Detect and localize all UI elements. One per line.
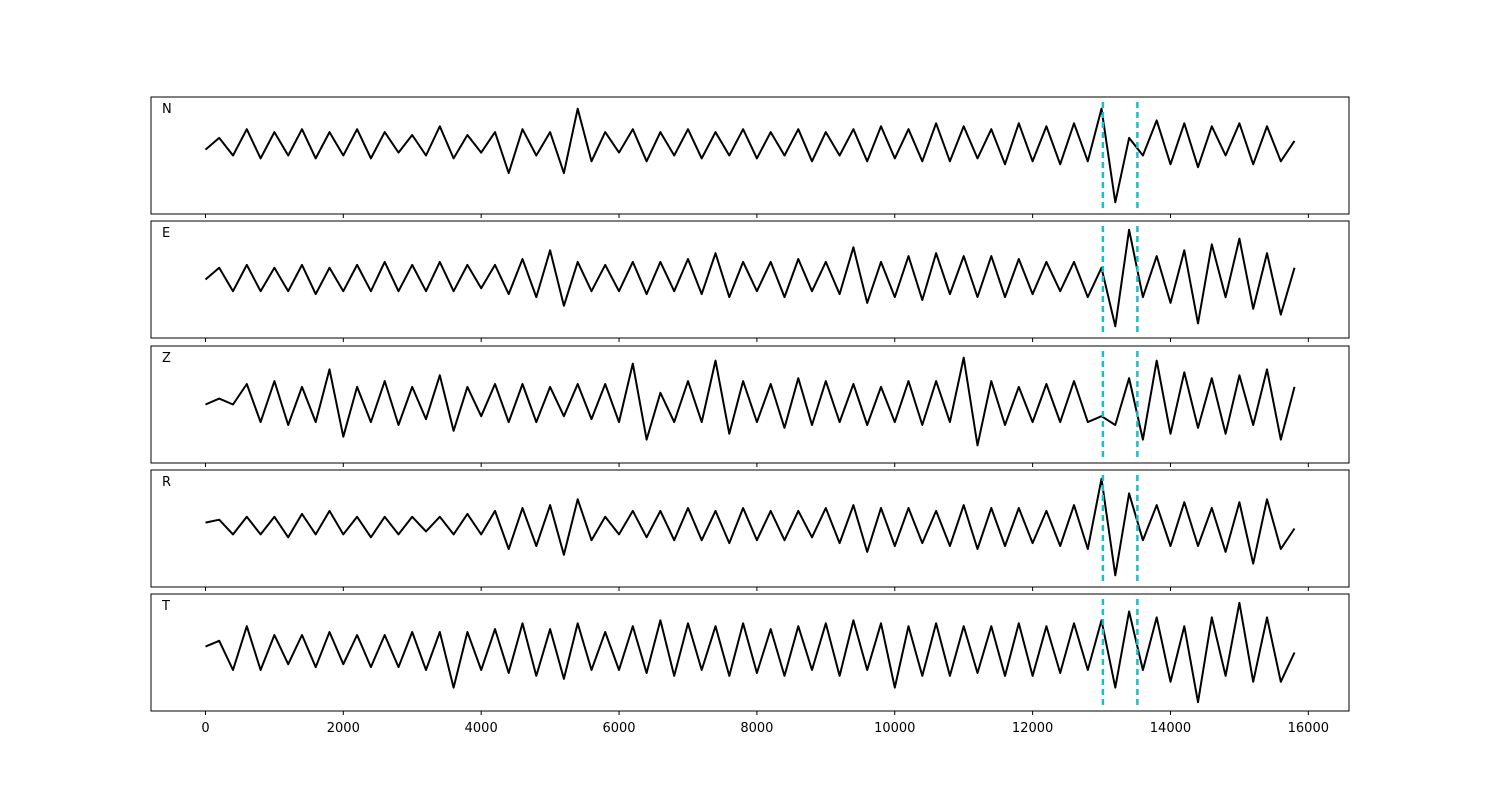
- panel-label: E: [162, 226, 170, 241]
- panel-label: Z: [162, 351, 171, 366]
- trace: [205, 356, 1296, 447]
- panel-label: N: [162, 102, 172, 117]
- axes-frame: [150, 220, 1350, 339]
- trace: [205, 477, 1296, 577]
- trace: [204, 107, 1296, 204]
- panel-label: R: [162, 475, 171, 490]
- x-tick-label: 8000: [740, 721, 773, 736]
- trace: [204, 228, 1296, 328]
- x-tick-label: 2000: [327, 721, 360, 736]
- x-tick-label: 10000: [874, 721, 915, 736]
- axes-frame: [150, 469, 1350, 588]
- axes-frame: [150, 593, 1350, 712]
- x-tick-label: 14000: [1150, 721, 1191, 736]
- panel-label: T: [161, 599, 170, 614]
- x-tick-label: 0: [201, 721, 209, 736]
- axes-frame: [150, 345, 1350, 464]
- x-tick-label: 12000: [1012, 721, 1053, 736]
- axes-frame: [150, 96, 1350, 215]
- x-tick-label: 4000: [465, 721, 498, 736]
- x-tick-label: 16000: [1288, 721, 1329, 736]
- trace: [205, 601, 1296, 704]
- x-tick-label: 6000: [602, 721, 635, 736]
